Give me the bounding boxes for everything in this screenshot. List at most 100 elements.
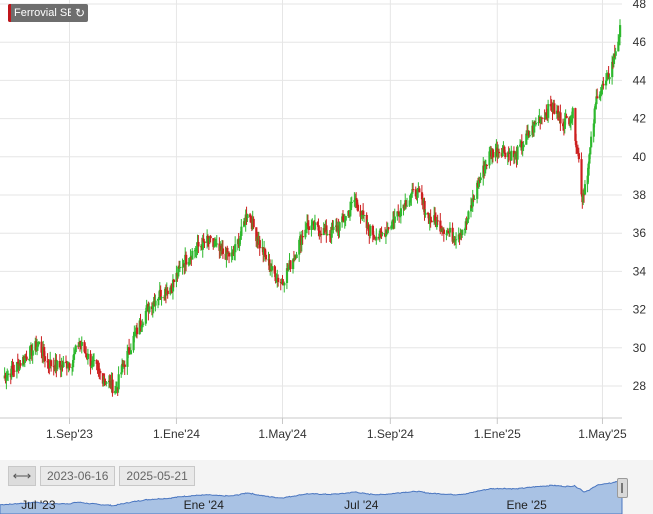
- candle-body: [466, 219, 469, 224]
- candle-body: [611, 61, 614, 78]
- candle-body: [157, 297, 161, 300]
- candle-body: [177, 266, 180, 277]
- candle-body: [225, 247, 228, 260]
- candle-body: [311, 222, 314, 226]
- candle-body: [513, 154, 517, 158]
- candle-body: [594, 104, 597, 109]
- candle-body: [47, 362, 50, 366]
- candle-body: [220, 245, 223, 251]
- range-to-date[interactable]: 2025-05-21: [119, 466, 195, 486]
- candle-body: [18, 363, 21, 370]
- candle-body: [583, 184, 587, 195]
- candle-body: [371, 225, 374, 235]
- candle-body: [206, 235, 209, 244]
- candle-body: [187, 261, 190, 265]
- chart-svg[interactable]: 28 30 32 34 36 38 40 42 44 46 48 1.Sep'23 1.Ene'24 1.…: [0, 0, 653, 460]
- candle-body: [409, 197, 412, 201]
- double-arrow-icon[interactable]: ⟷: [8, 466, 36, 486]
- candle-body: [519, 144, 522, 147]
- candle-body: [246, 214, 249, 218]
- candle-body: [387, 227, 390, 229]
- candle-body: [556, 110, 559, 113]
- candle-body: [234, 244, 237, 253]
- candle-body: [144, 311, 147, 324]
- candle-body: [83, 342, 86, 352]
- candle-body: [307, 226, 311, 230]
- candle-body: [589, 147, 592, 155]
- candle-body: [215, 243, 218, 245]
- candle-body: [504, 152, 507, 158]
- candle-body: [565, 115, 568, 119]
- candle-body: [240, 226, 243, 236]
- candle-body: [414, 189, 417, 197]
- navigator-scroll-handle[interactable]: [617, 478, 628, 498]
- y-tick-label: 28: [633, 379, 647, 393]
- candle-body: [350, 202, 353, 204]
- candle-body: [424, 212, 427, 215]
- candle-body: [353, 200, 356, 203]
- candle-body: [349, 210, 352, 216]
- candle-body: [71, 367, 74, 369]
- y-tick-label: 36: [633, 226, 647, 240]
- candle-body: [445, 233, 448, 235]
- refresh-icon[interactable]: ↻: [75, 6, 86, 20]
- price-chart[interactable]: 28 30 32 34 36 38 40 42 44 46 48 1.Sep'23 1.Ene'24 1.…: [0, 0, 653, 460]
- candle-body: [362, 210, 365, 216]
- candle-body: [570, 118, 573, 121]
- range-selector[interactable]: ⟷ 2023-06-16 2025-05-21: [8, 466, 195, 486]
- range-from-date[interactable]: 2023-06-16: [40, 466, 116, 486]
- candle-body: [37, 341, 41, 345]
- candle-body: [410, 193, 413, 198]
- candle-body: [114, 390, 117, 394]
- series-name: Ferrovial SE: [14, 7, 71, 19]
- candle-body: [105, 382, 108, 384]
- candle-body: [540, 117, 544, 119]
- candle-body: [405, 205, 409, 207]
- candle-body: [28, 358, 31, 360]
- candle-body: [154, 300, 157, 306]
- candle-body: [607, 73, 610, 80]
- candle-body: [586, 175, 589, 185]
- candle-body: [306, 222, 310, 227]
- candle-body: [101, 373, 105, 384]
- candle-body: [157, 299, 160, 301]
- series-legend[interactable]: Ferrovial SE ↻: [8, 4, 89, 22]
- navigator-panel[interactable]: Jul '23 Ene '24 Jul '24 Ene '25 ⟷ 2023-06-1…: [0, 460, 653, 514]
- candle-body: [214, 244, 217, 247]
- candle-body: [97, 365, 100, 369]
- candle-body: [90, 366, 93, 368]
- candlestick-series[interactable]: [3, 19, 622, 397]
- candle-body: [608, 77, 611, 80]
- candle-body: [65, 361, 69, 369]
- candle-body: [98, 368, 101, 372]
- candle-body: [491, 149, 495, 158]
- candle-body: [244, 214, 247, 225]
- candle-body: [6, 375, 9, 379]
- candle-body: [332, 226, 335, 230]
- candle-body: [442, 229, 446, 234]
- candle-body: [95, 360, 98, 364]
- candle-body: [451, 227, 454, 242]
- candle-body: [274, 273, 277, 282]
- candle-body: [169, 287, 172, 295]
- candle-body: [72, 359, 75, 368]
- candle-body: [580, 159, 583, 195]
- candle-body: [249, 217, 253, 223]
- candle-body: [397, 211, 400, 213]
- candle-body: [344, 216, 347, 221]
- candle-body: [479, 177, 482, 181]
- candle-body: [408, 200, 411, 206]
- navigator-label: Ene '24: [184, 498, 225, 512]
- candle-body: [341, 216, 345, 221]
- candle-body: [320, 233, 323, 236]
- candle-body: [520, 141, 524, 150]
- candle-body: [498, 151, 501, 154]
- candle-body: [268, 259, 271, 270]
- candle-body: [446, 231, 449, 234]
- candle-body: [310, 225, 313, 230]
- candle-body: [121, 363, 125, 366]
- candle-body: [85, 353, 88, 358]
- candle-body: [485, 164, 488, 166]
- navigator-svg[interactable]: Jul '23 Ene '24 Jul '24 Ene '25: [0, 460, 653, 514]
- candle-body: [516, 146, 519, 160]
